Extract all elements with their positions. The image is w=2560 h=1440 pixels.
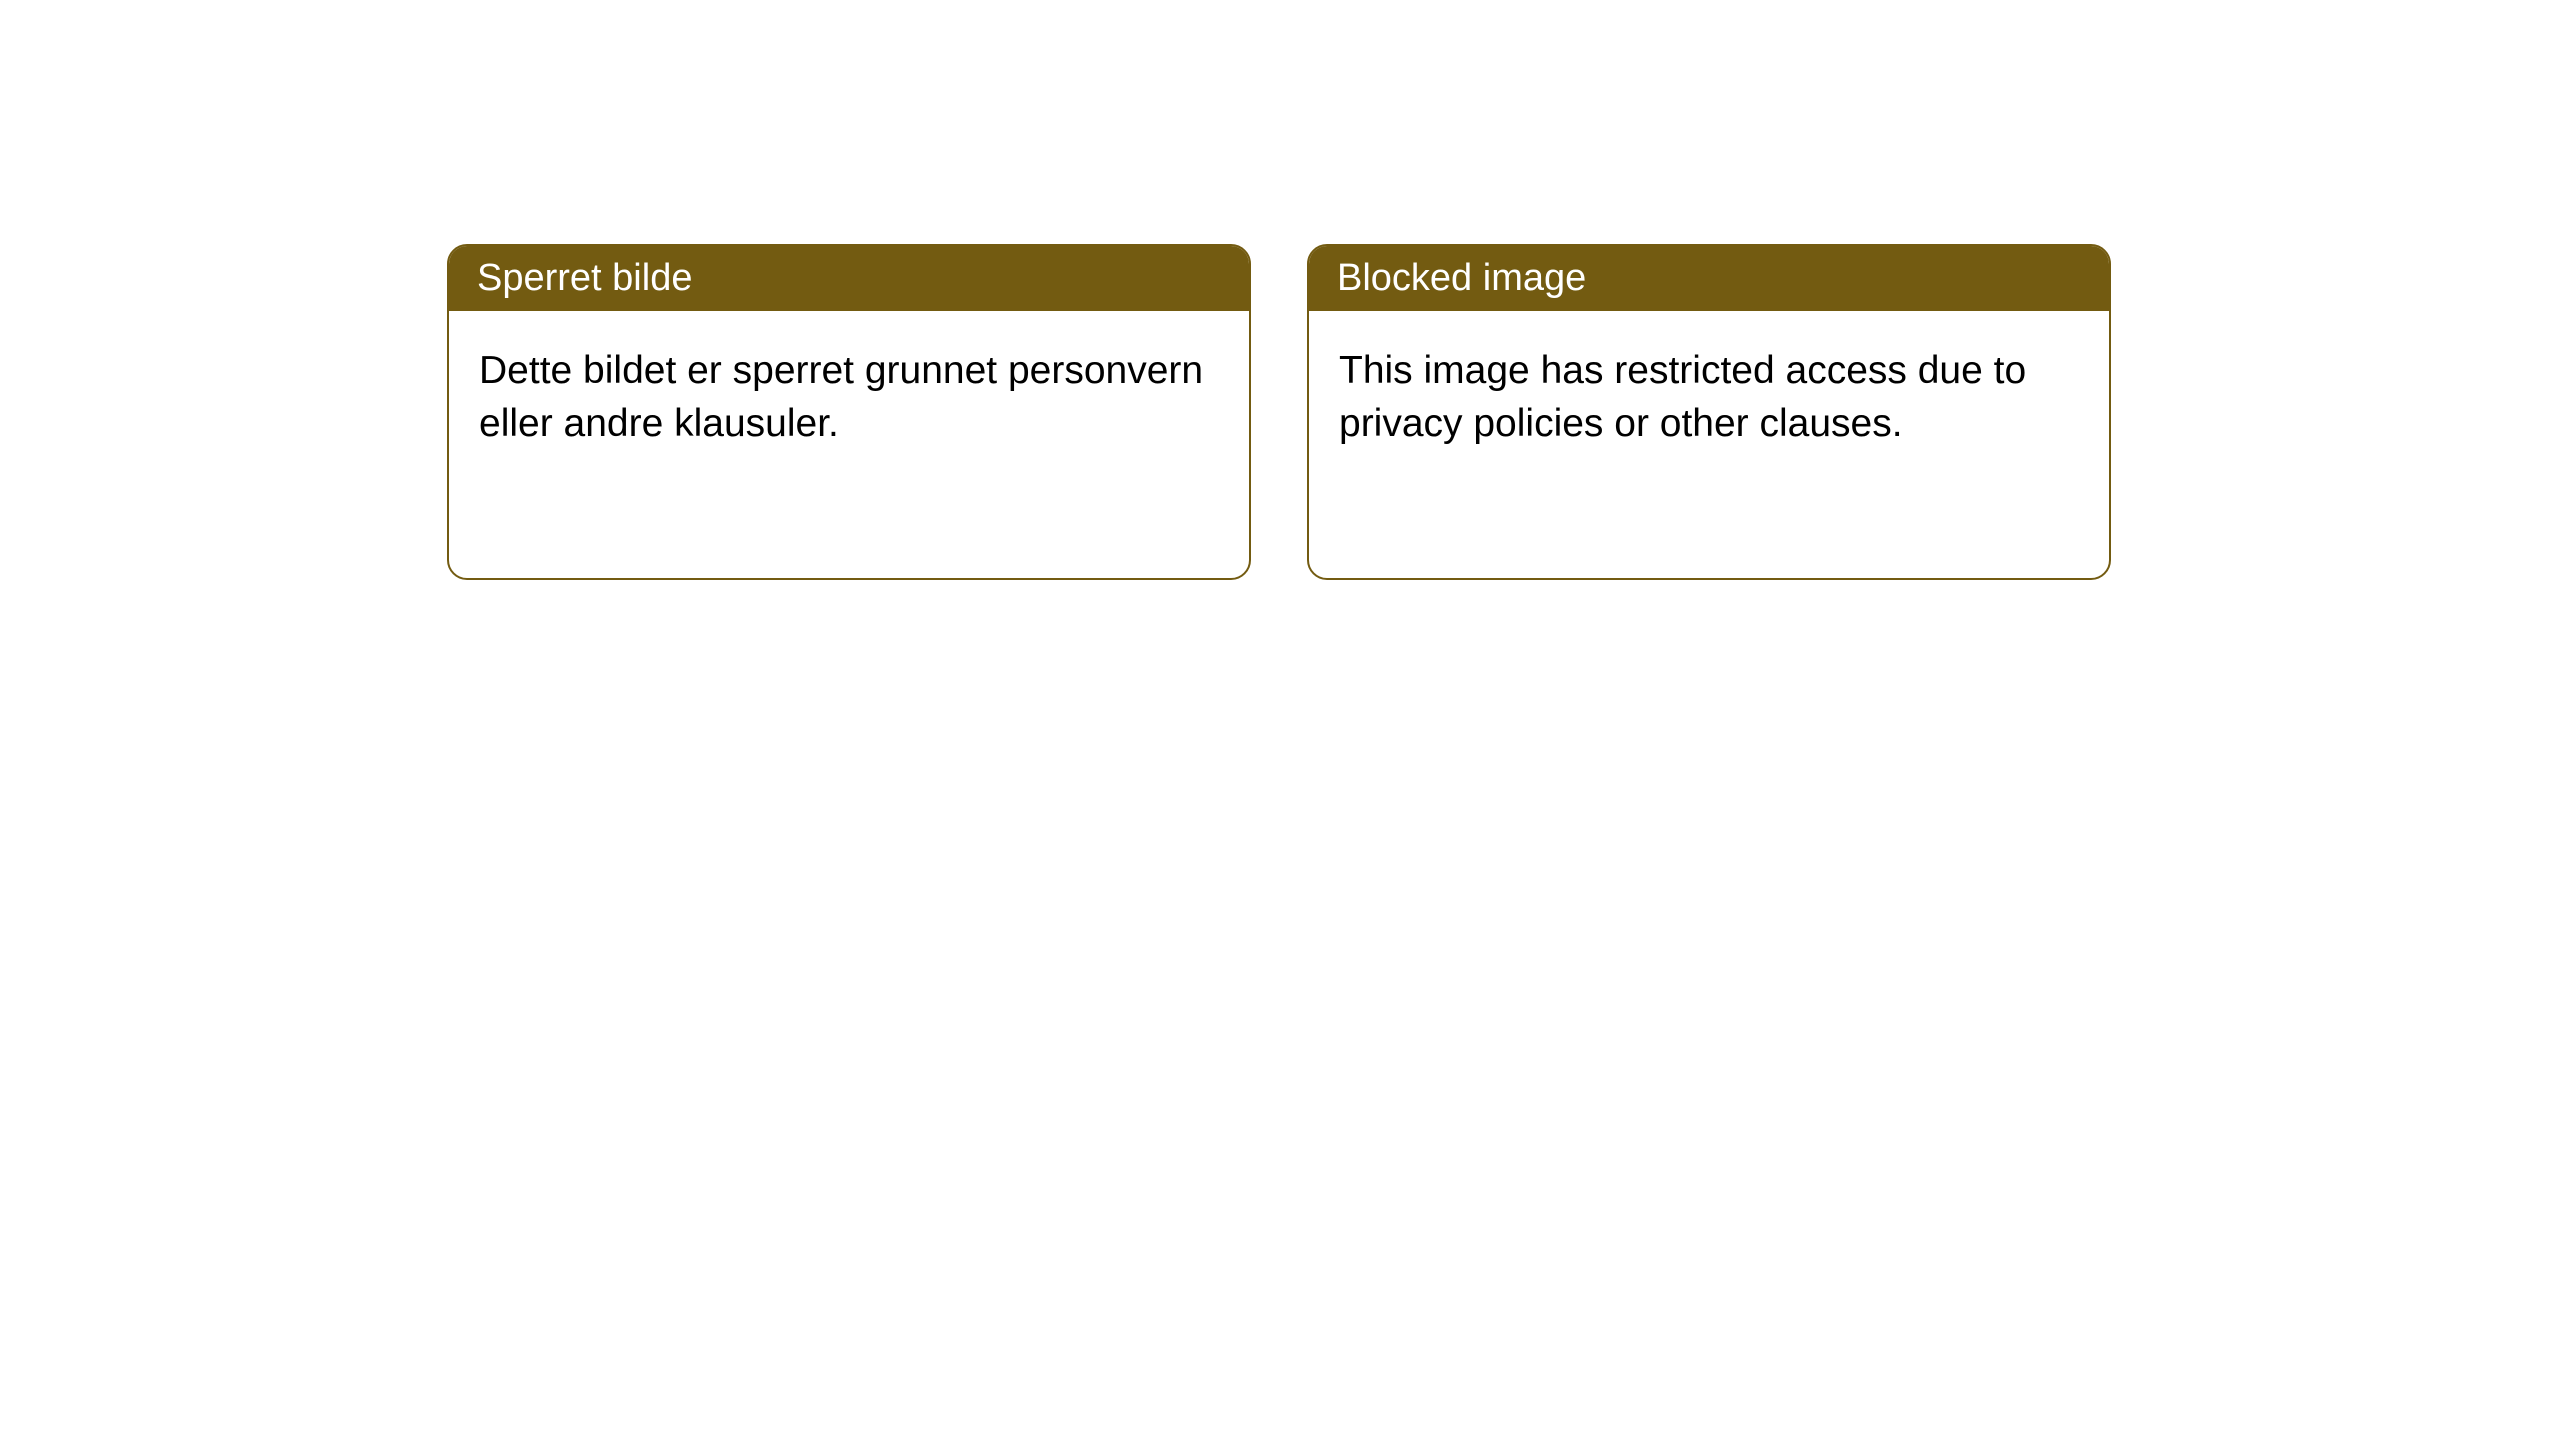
blocked-image-card-no: Sperret bilde Dette bildet er sperret gr… [447, 244, 1251, 580]
card-body-no: Dette bildet er sperret grunnet personve… [449, 311, 1249, 484]
card-header-no: Sperret bilde [449, 246, 1249, 311]
blocked-image-notice-container: Sperret bilde Dette bildet er sperret gr… [0, 0, 2560, 580]
card-body-en: This image has restricted access due to … [1309, 311, 2109, 484]
blocked-image-card-en: Blocked image This image has restricted … [1307, 244, 2111, 580]
card-header-en: Blocked image [1309, 246, 2109, 311]
